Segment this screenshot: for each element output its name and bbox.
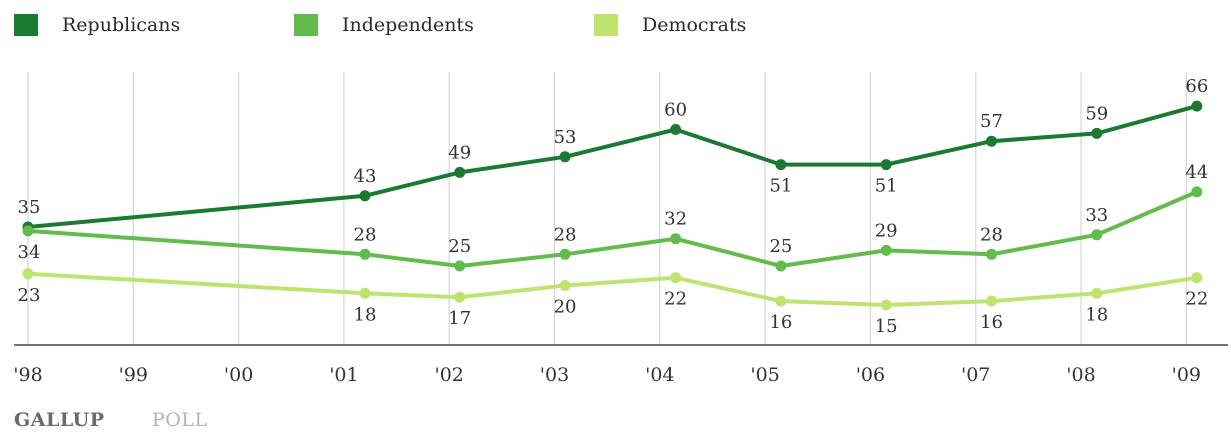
independents-data-label: 25 (769, 236, 792, 257)
grid-lines (27, 72, 1187, 345)
republicans-point (670, 124, 682, 135)
democrats-data-label: 16 (769, 312, 792, 333)
democrats-legend-swatch (594, 14, 618, 36)
logo-gallup: GALLUP (14, 409, 105, 431)
republicans-point (359, 190, 371, 202)
x-tick-label: '04 (645, 364, 674, 386)
republicans-data-label: 49 (448, 142, 471, 163)
independents-point (22, 225, 34, 237)
democrats-point (985, 295, 997, 307)
independents-point (775, 260, 787, 272)
independents-point (454, 260, 466, 272)
independents-point (559, 248, 571, 260)
independents-data-label: 29 (875, 220, 898, 241)
democrats-point (775, 295, 787, 307)
legend: Republicans Independents Democrats (14, 14, 746, 36)
republicans-point (1091, 127, 1103, 139)
democrats-data-label: 22 (1185, 289, 1208, 310)
democrats-data-label: 15 (875, 316, 898, 337)
republicans-data-label: 53 (554, 127, 577, 148)
gallup-poll-logo: GALLUP POLL (14, 409, 208, 431)
republicans-data-label: 57 (980, 111, 1003, 132)
independents-point (670, 233, 682, 245)
democrats-point (559, 280, 571, 291)
democrats-data-label: 20 (554, 297, 577, 318)
democrats-point (1191, 272, 1203, 284)
independents-data-label: 33 (1085, 205, 1108, 226)
independents-point (1191, 186, 1203, 198)
republicans-data-label: 43 (354, 166, 377, 187)
independents-legend-label: Independents (342, 14, 474, 36)
x-tick-label: '00 (224, 364, 253, 386)
independents-data-label: 44 (1185, 162, 1208, 183)
democrats-data-label: 22 (664, 289, 687, 310)
democrats-point (359, 287, 371, 299)
democrats-point (454, 291, 466, 303)
democrats-data-label: 18 (1085, 304, 1108, 325)
democrats-line (26, 271, 1199, 307)
independents-legend-swatch (294, 14, 318, 36)
independents-line (26, 189, 1199, 268)
x-tick-label: '07 (961, 364, 990, 386)
democrats-data-label: 23 (18, 285, 41, 306)
democrats-point (670, 272, 682, 284)
republicans-point (454, 166, 466, 178)
republicans-point (985, 135, 997, 147)
democrats-point (22, 268, 34, 280)
x-tick-label: '05 (750, 364, 779, 386)
independents-point (985, 248, 997, 260)
x-tick-label: '01 (329, 364, 358, 386)
data-labels: 35 43 49 53 60 51 51 57 59 66 34 28 25 28 32 25 29 28 33 44… (18, 76, 1209, 337)
independents-data-label: 32 (664, 209, 687, 230)
republicans-point (775, 159, 787, 171)
democrats-point (880, 299, 892, 311)
democrats-point (1091, 287, 1103, 299)
republicans-data-label: 51 (769, 176, 792, 197)
x-tick-label: '99 (119, 364, 148, 386)
republicans-data-label: 35 (18, 197, 41, 218)
democrats-data-label: 16 (980, 312, 1003, 333)
independents-data-label: 28 (554, 224, 577, 245)
x-tick-label: '06 (856, 364, 885, 386)
x-tick-label: '98 (13, 364, 42, 386)
democrats-data-label: 18 (354, 304, 377, 325)
republicans-line (26, 104, 1199, 229)
independents-data-label: 28 (354, 224, 377, 245)
x-tick-label: '09 (1172, 364, 1201, 386)
democrats-data-label: 17 (448, 308, 471, 329)
republicans-data-label: 60 (664, 100, 687, 121)
republicans-legend-swatch (14, 14, 38, 36)
x-tick-label: '02 (434, 364, 463, 386)
republicans-data-label: 59 (1085, 103, 1108, 124)
x-tick-label: '08 (1066, 364, 1095, 386)
logo-poll: POLL (152, 409, 208, 431)
independents-point (1091, 229, 1103, 241)
democrats-legend-label: Democrats (642, 14, 746, 36)
republicans-data-label: 66 (1185, 76, 1208, 97)
x-tick-label: '03 (540, 364, 569, 386)
series-lines (22, 100, 1203, 311)
independents-point (880, 244, 892, 256)
republicans-point (880, 159, 892, 171)
republicans-data-label: 51 (875, 176, 898, 197)
independents-data-label: 28 (980, 224, 1003, 245)
independents-data-label: 34 (18, 242, 41, 263)
x-axis-tick-labels: '98 '99 '00 '01 '02 '03 '04 '05 '06 '07 '08 '09 (13, 364, 1201, 386)
republicans-point (1191, 100, 1203, 112)
republicans-point (559, 151, 571, 163)
republicans-legend-label: Republicans (62, 14, 180, 36)
independents-data-label: 25 (448, 236, 471, 257)
independents-point (359, 248, 371, 260)
